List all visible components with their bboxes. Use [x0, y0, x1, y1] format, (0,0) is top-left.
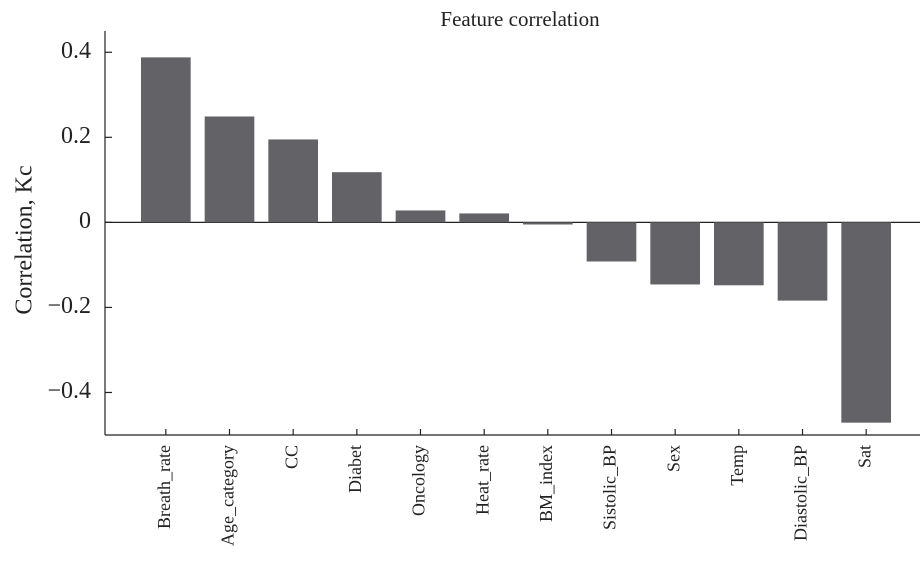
y-tick-label: 0: [79, 208, 91, 234]
x-tick-label: Sex: [663, 445, 683, 472]
bar: [777, 222, 828, 301]
bar: [523, 222, 573, 225]
y-tick-label: 0.4: [61, 38, 91, 64]
bar: [714, 222, 764, 286]
x-tick-label: CC: [281, 445, 301, 469]
x-tick-label: Sat: [854, 445, 874, 468]
bar: [650, 222, 700, 285]
y-axis-label: Correlation, Kc: [12, 165, 38, 314]
x-tick-label: Sistolic_BP: [600, 445, 620, 530]
bar: [204, 116, 255, 223]
x-tick-label: Age_category: [218, 445, 238, 546]
x-tick-label: Temp: [727, 445, 747, 486]
bar: [841, 222, 891, 423]
y-tick-label: −0.2: [47, 293, 91, 319]
bar: [395, 210, 446, 223]
x-tick-label: Breath_rate: [154, 445, 174, 529]
y-tick-label: 0.2: [61, 123, 91, 149]
bar: [268, 139, 318, 223]
x-tick-label: Oncology: [409, 445, 429, 516]
bar: [141, 57, 191, 223]
chart-title: Feature correlation: [440, 7, 600, 31]
bar: [459, 213, 509, 223]
y-tick-label: −0.4: [47, 378, 91, 404]
x-tick-label: BM_index: [536, 445, 556, 522]
x-tick-label: Heat_rate: [472, 445, 492, 515]
bar: [586, 222, 637, 262]
bar: [332, 172, 382, 223]
x-tick-label: Diastolic_BP: [791, 445, 811, 541]
x-tick-label: Diabet: [345, 445, 365, 493]
